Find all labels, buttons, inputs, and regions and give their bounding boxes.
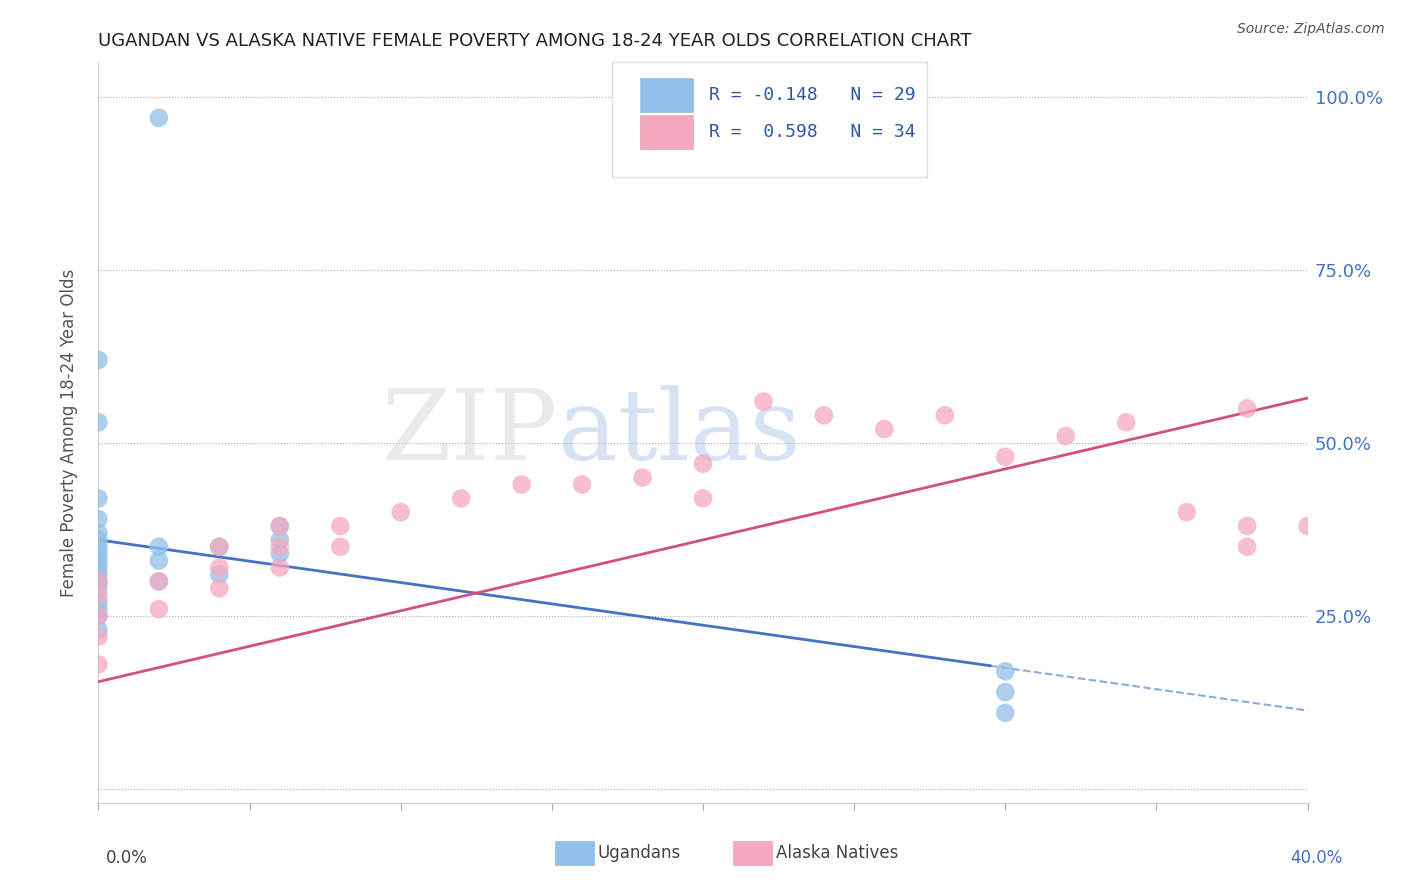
FancyBboxPatch shape: [613, 62, 927, 178]
Point: [1115, 415, 1137, 429]
Point: [87, 657, 110, 672]
FancyBboxPatch shape: [640, 115, 693, 149]
Point: [87, 567, 110, 582]
Point: [994, 450, 1017, 464]
Point: [269, 540, 291, 554]
FancyBboxPatch shape: [555, 841, 595, 865]
Point: [148, 540, 170, 554]
Point: [208, 540, 231, 554]
Point: [87, 540, 110, 554]
Y-axis label: Female Poverty Among 18-24 Year Olds: Female Poverty Among 18-24 Year Olds: [59, 268, 77, 597]
Point: [1236, 519, 1258, 533]
Point: [269, 560, 291, 574]
Point: [269, 519, 291, 533]
Text: atlas: atlas: [558, 384, 800, 481]
Point: [208, 540, 231, 554]
Point: [148, 574, 170, 589]
Point: [752, 394, 775, 409]
Point: [692, 491, 714, 506]
Text: 40.0%: 40.0%: [1291, 849, 1343, 867]
Point: [87, 533, 110, 547]
Point: [148, 574, 170, 589]
Text: Ugandans: Ugandans: [598, 844, 681, 863]
Point: [87, 609, 110, 624]
Point: [934, 409, 956, 423]
Point: [87, 491, 110, 506]
Text: R = -0.148   N = 29: R = -0.148 N = 29: [709, 86, 915, 104]
Text: ZIP: ZIP: [381, 384, 558, 481]
Point: [87, 353, 110, 368]
Point: [873, 422, 896, 436]
Point: [994, 706, 1017, 720]
Text: Alaska Natives: Alaska Natives: [776, 844, 898, 863]
Point: [329, 540, 352, 554]
Text: UGANDAN VS ALASKA NATIVE FEMALE POVERTY AMONG 18-24 YEAR OLDS CORRELATION CHART: UGANDAN VS ALASKA NATIVE FEMALE POVERTY …: [98, 32, 972, 50]
Text: R =  0.598   N = 34: R = 0.598 N = 34: [709, 123, 915, 141]
Point: [87, 554, 110, 568]
Point: [1175, 505, 1198, 519]
Point: [87, 574, 110, 589]
Point: [87, 582, 110, 596]
Point: [87, 560, 110, 574]
Point: [994, 665, 1017, 679]
Point: [87, 609, 110, 624]
Point: [1054, 429, 1077, 443]
Point: [87, 415, 110, 429]
Point: [148, 602, 170, 616]
Point: [87, 574, 110, 589]
Point: [269, 519, 291, 533]
Point: [994, 685, 1017, 699]
FancyBboxPatch shape: [734, 841, 772, 865]
Point: [87, 595, 110, 609]
Text: Source: ZipAtlas.com: Source: ZipAtlas.com: [1237, 22, 1385, 37]
Point: [208, 567, 231, 582]
Point: [87, 547, 110, 561]
Point: [571, 477, 593, 491]
FancyBboxPatch shape: [640, 78, 693, 112]
Point: [269, 547, 291, 561]
Point: [87, 623, 110, 637]
Point: [389, 505, 412, 519]
Point: [269, 533, 291, 547]
Point: [87, 602, 110, 616]
Point: [631, 470, 654, 484]
Text: 0.0%: 0.0%: [105, 849, 148, 867]
Point: [87, 525, 110, 540]
Point: [148, 554, 170, 568]
Point: [87, 588, 110, 602]
Point: [692, 457, 714, 471]
Point: [450, 491, 472, 506]
Point: [813, 409, 835, 423]
Point: [510, 477, 533, 491]
Point: [1236, 401, 1258, 416]
Point: [329, 519, 352, 533]
Point: [1236, 540, 1258, 554]
Point: [1296, 519, 1319, 533]
Point: [208, 560, 231, 574]
Point: [87, 512, 110, 526]
Point: [208, 582, 231, 596]
Point: [148, 111, 170, 125]
Point: [87, 630, 110, 644]
